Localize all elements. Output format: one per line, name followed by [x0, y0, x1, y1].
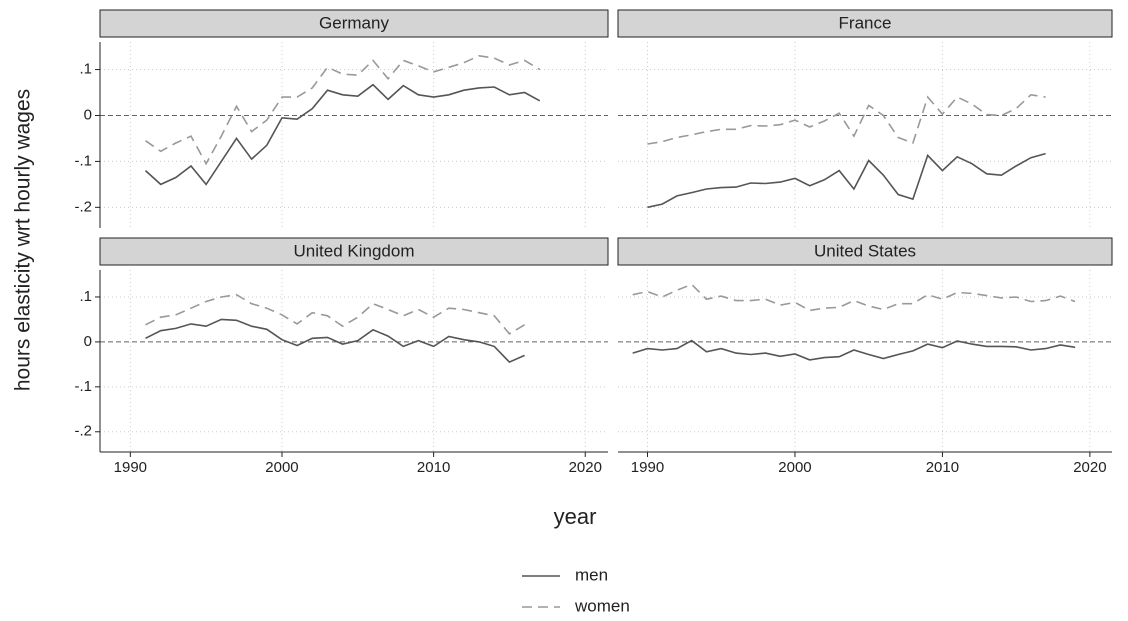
- legend-label: men: [575, 565, 608, 584]
- x-axis-label: year: [554, 504, 597, 529]
- line-series: [145, 318, 525, 364]
- y-tick-label: 0: [84, 333, 92, 350]
- y-tick-label: .1: [79, 288, 92, 305]
- line-series: [145, 293, 526, 335]
- y-tick-label: -.2: [74, 423, 92, 440]
- x-tick-label: 2020: [569, 459, 602, 476]
- y-tick-label: .1: [79, 61, 92, 78]
- panel-header: [99, 237, 609, 266]
- panel-header: [617, 9, 1113, 38]
- y-tick-label: 0: [84, 106, 92, 123]
- line-series: [647, 152, 1046, 209]
- x-tick-label: 2010: [926, 459, 959, 476]
- panel-title: United States: [814, 241, 916, 260]
- line-series: [144, 83, 541, 186]
- line-series: [632, 339, 1076, 361]
- y-tick-label: -.2: [74, 198, 92, 215]
- line-series: [632, 283, 1076, 312]
- y-axis-label: hours elasticity wrt hourly wages: [12, 89, 35, 391]
- x-tick-label: 2020: [1073, 459, 1106, 476]
- legend-label: women: [574, 596, 630, 615]
- panel-title: Germany: [319, 13, 389, 32]
- x-tick-label: 2000: [265, 459, 298, 476]
- y-tick-label: -.1: [74, 152, 92, 169]
- y-tick-label: -.1: [74, 378, 92, 395]
- panel-header: [617, 237, 1113, 266]
- x-tick-label: 1990: [114, 459, 147, 476]
- x-tick-label: 2010: [417, 459, 450, 476]
- x-tick-label: 2000: [778, 459, 811, 476]
- line-series: [647, 93, 1046, 145]
- line-series: [145, 54, 541, 166]
- panel-header: [99, 9, 609, 38]
- panel-title: United Kingdom: [294, 241, 415, 260]
- panel-title: France: [839, 13, 892, 32]
- x-tick-label: 1990: [631, 459, 664, 476]
